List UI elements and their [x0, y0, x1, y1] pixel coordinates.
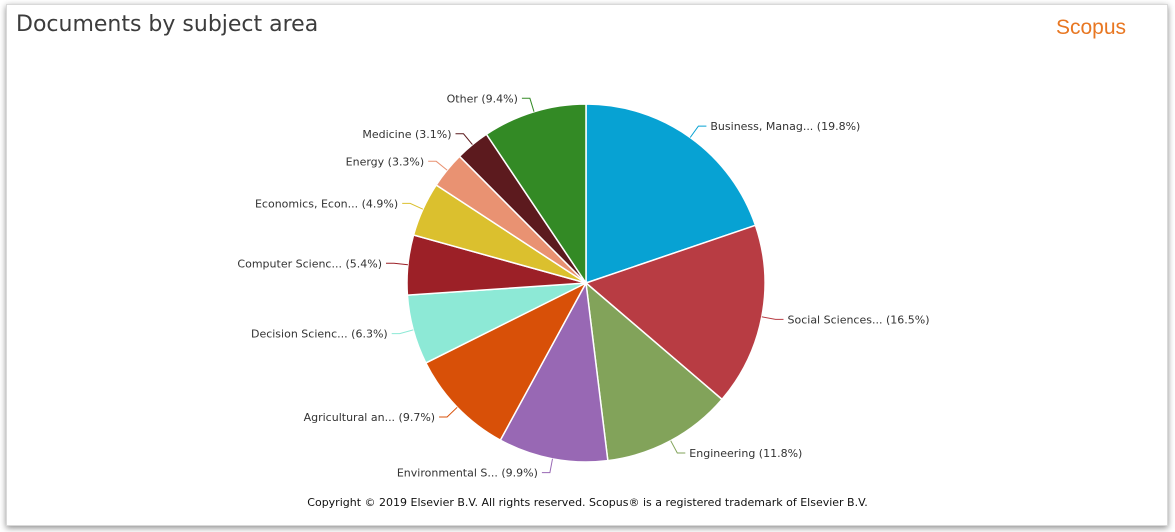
leader-line-computer-scienc	[386, 262, 408, 266]
leader-line-social-sciences	[761, 316, 784, 320]
slice-label-other: Other (9.4%)	[447, 92, 518, 105]
slice-label-medicine: Medicine (3.1%)	[362, 128, 451, 141]
slice-label-engineering: Engineering (11.8%)	[689, 447, 802, 460]
leader-line-environmental-s	[541, 458, 553, 474]
slice-label-agricultural-an: Agricultural an... (9.7%)	[304, 411, 436, 424]
leader-line-business-manag	[689, 125, 707, 138]
chart-title: Documents by subject area	[16, 12, 319, 37]
slice-label-social-sciences: Social Sciences... (16.5%)	[788, 313, 930, 326]
copyright-footer: Copyright © 2019 Elsevier B.V. All right…	[307, 496, 868, 509]
slice-label-decision-scienc: Decision Scienc... (6.3%)	[251, 328, 388, 341]
pie-slice-social-sciences[interactable]	[584, 224, 766, 401]
pie-slice-engineering[interactable]	[585, 281, 724, 462]
leader-line-economics-econ	[402, 202, 424, 210]
leader-line-engineering	[670, 440, 686, 454]
leader-line-agricultural-an	[439, 406, 458, 418]
slice-label-business-manag: Business, Manag... (19.8%)	[710, 120, 860, 133]
slice-label-computer-scienc: Computer Scienc... (5.4%)	[237, 257, 382, 270]
leader-line-decision-scienc	[391, 329, 414, 335]
scopus-logo[interactable]: Scopus	[1056, 16, 1127, 39]
leader-line-energy	[428, 160, 448, 171]
leader-line-medicine	[455, 133, 473, 145]
slice-label-economics-econ: Economics, Econ... (4.9%)	[255, 197, 398, 210]
slice-label-energy: Energy (3.3%)	[346, 155, 425, 168]
pie-slice-other[interactable]	[485, 103, 587, 286]
slice-label-environmental-s: Environmental S... (9.9%)	[397, 467, 538, 480]
leader-line-other	[521, 97, 535, 112]
